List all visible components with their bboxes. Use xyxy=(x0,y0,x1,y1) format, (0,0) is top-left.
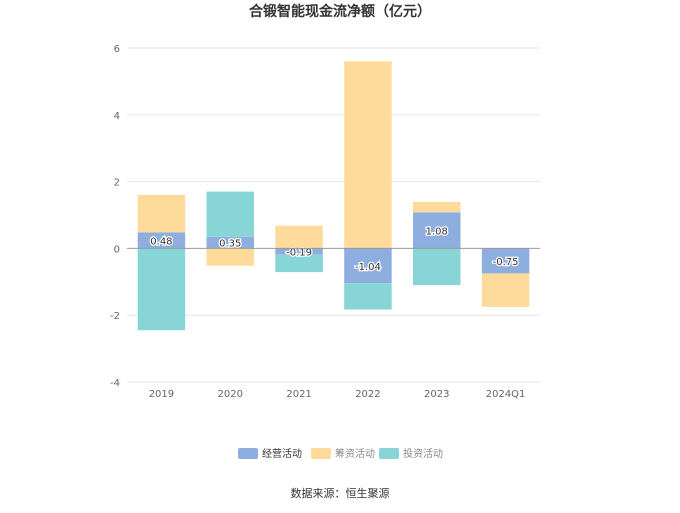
x-tick-label: 2023 xyxy=(424,389,449,400)
legend-label: 经营活动 xyxy=(262,447,302,460)
bar-investing[interactable] xyxy=(275,254,323,273)
legend[interactable]: 经营活动 筹资活动 投资活动 xyxy=(238,447,443,460)
bar-financing[interactable] xyxy=(413,201,461,213)
bar-financing[interactable] xyxy=(344,61,392,249)
bar-financing[interactable] xyxy=(137,194,186,233)
legend-label: 筹资活动 xyxy=(335,447,375,460)
x-tick-label: 2024Q1 xyxy=(486,389,526,400)
bar-investing[interactable] xyxy=(344,283,392,310)
data-label: 0.35 xyxy=(219,239,241,250)
y-tick-label: 6 xyxy=(114,44,120,55)
legend-swatch xyxy=(311,448,331,459)
x-tick-label: 2021 xyxy=(286,389,311,400)
bar-operating[interactable] xyxy=(206,236,254,249)
bar-financing[interactable] xyxy=(206,248,254,266)
legend-label: 投资活动 xyxy=(403,447,443,460)
x-tick-label: 2022 xyxy=(355,389,380,400)
bar-financing[interactable] xyxy=(275,225,323,249)
legend-swatch xyxy=(238,448,258,459)
legend-item-investing[interactable]: 投资活动 xyxy=(379,447,443,460)
bar-financing[interactable] xyxy=(481,273,530,307)
legend-swatch xyxy=(379,448,399,459)
source-note: 数据来源：恒生聚源 xyxy=(291,486,390,500)
bar-operating[interactable] xyxy=(137,232,186,249)
data-labels: 0.48 0.35 -0.19 -1.04 1.08 -0.75 xyxy=(149,225,520,274)
bar-operating[interactable] xyxy=(275,248,323,255)
bar-operating[interactable] xyxy=(481,248,530,274)
data-label: -0.75 xyxy=(493,257,519,268)
legend-item-financing[interactable]: 筹资活动 xyxy=(311,447,375,460)
y-tick-label: 2 xyxy=(114,178,120,189)
bars xyxy=(137,61,530,331)
grid xyxy=(127,47,540,383)
bar-investing[interactable] xyxy=(137,248,186,331)
data-label: -1.04 xyxy=(355,262,381,273)
data-label: 0.48 xyxy=(150,236,172,247)
bar-investing[interactable] xyxy=(206,191,254,237)
bar-investing[interactable] xyxy=(413,248,461,286)
y-tick-label: 0 xyxy=(114,244,120,255)
bar-operating[interactable] xyxy=(344,248,392,284)
y-tick-label: 4 xyxy=(114,111,120,122)
y-tick-label: -2 xyxy=(110,311,120,322)
x-tick-label: 2019 xyxy=(149,389,174,400)
y-tick-label: -4 xyxy=(110,378,120,389)
data-label: -0.19 xyxy=(286,248,312,259)
data-label: 1.08 xyxy=(426,226,448,237)
axes: -4 -2 0 2 4 6 2019 2020 2021 2022 2023 2024Q1 xyxy=(110,44,540,400)
legend-item-operating[interactable]: 经营活动 xyxy=(238,447,302,460)
chart-title: 合锻智能现金流净额（亿元） xyxy=(249,3,431,20)
bar-operating[interactable] xyxy=(413,212,461,249)
x-tick-label: 2020 xyxy=(218,389,243,400)
